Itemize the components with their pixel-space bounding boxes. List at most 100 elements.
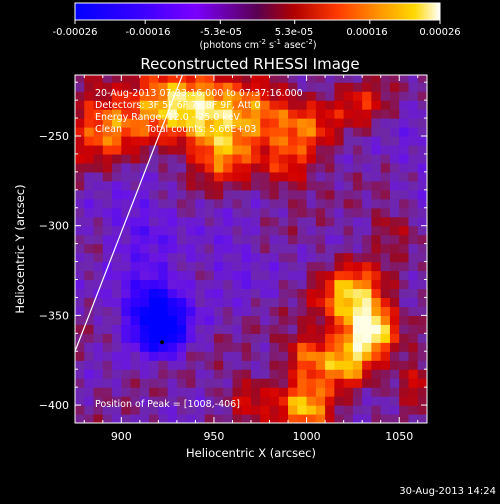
heatmap-cell	[297, 252, 308, 263]
heatmap-cell	[223, 135, 234, 146]
heatmap-cell	[269, 82, 280, 92]
heatmap-cell	[102, 288, 113, 299]
heatmap-cell	[130, 225, 141, 236]
heatmap-cell	[352, 369, 363, 379]
heatmap-cell	[167, 306, 178, 316]
heatmap-cell	[371, 171, 382, 182]
heatmap-cell	[399, 360, 410, 370]
heatmap-cell	[75, 261, 85, 272]
heatmap-cell	[223, 333, 234, 343]
heatmap-cell	[167, 261, 178, 272]
heatmap-cell	[362, 405, 373, 415]
heatmap-cell	[121, 144, 132, 155]
heatmap-cell	[334, 351, 345, 361]
heatmap-cell	[315, 306, 326, 316]
heatmap-cell	[130, 91, 141, 101]
y-axis: −250−300−350−400	[39, 81, 427, 424]
heatmap-cell	[251, 109, 261, 119]
heatmap-cell	[325, 324, 335, 334]
heatmap-cell	[241, 270, 252, 281]
heatmap-cell	[167, 297, 178, 307]
x-tick-label: 1000	[293, 430, 321, 443]
heatmap-cell	[408, 270, 419, 281]
heatmap-cell	[232, 198, 243, 209]
heatmap-cell	[139, 100, 150, 110]
heatmap-cell	[213, 351, 224, 361]
heatmap-cell	[269, 225, 280, 236]
heatmap-cell	[158, 207, 169, 218]
heatmap-cell	[251, 351, 261, 361]
heatmap-cell	[315, 261, 326, 272]
heatmap-cell	[84, 135, 95, 146]
heatmap-cell	[278, 225, 289, 236]
heatmap-cell	[186, 288, 197, 299]
heatmap-cell	[149, 82, 159, 92]
heatmap-cell	[204, 261, 215, 272]
heatmap-cell	[213, 414, 224, 423]
heatmap-cell	[260, 270, 271, 281]
heatmap-cell	[269, 342, 280, 352]
heatmap-cell	[269, 333, 280, 343]
heatmap-cell	[204, 270, 215, 281]
heatmap-cell	[186, 225, 197, 236]
heatmap-cell	[260, 171, 271, 182]
heatmap-cell	[399, 261, 410, 272]
heatmap-cell	[93, 279, 104, 290]
energy-range-text: Energy Range: 12.0 - 25.0 keV	[95, 112, 240, 123]
heatmap-cell	[408, 234, 419, 245]
heatmap-cell	[389, 333, 400, 343]
heatmap-cell	[362, 252, 373, 263]
heatmap-cell	[121, 360, 132, 370]
heatmap-cell	[121, 135, 132, 146]
heatmap-cell	[158, 171, 169, 182]
heatmap-cell	[195, 252, 206, 263]
heatmap-cell	[102, 306, 113, 316]
heatmap-cell	[139, 369, 150, 379]
heatmap-cell	[278, 127, 289, 137]
heatmap-cell	[352, 315, 363, 325]
heatmap-cell	[195, 225, 206, 236]
heatmap-cell	[102, 162, 113, 173]
heatmap-cell	[186, 378, 197, 388]
heatmap-cell	[417, 405, 427, 415]
colorbar-ticks	[74, 20, 441, 24]
heatmap-cell	[84, 279, 95, 290]
heatmap-cell	[158, 297, 169, 307]
heatmap-cell	[399, 82, 410, 92]
heatmap-cell	[315, 180, 326, 191]
heatmap-cell	[260, 396, 271, 406]
heatmap-cell	[223, 369, 234, 379]
heatmap-cell	[130, 306, 141, 316]
colorbar-tick-label: -0.00026	[53, 27, 98, 38]
heatmap-cell	[213, 153, 224, 164]
heatmap-cell	[112, 225, 122, 236]
heatmap-cell	[186, 360, 197, 370]
heatmap-cell	[213, 270, 224, 281]
heatmap-cell	[334, 306, 345, 316]
heatmap-cell	[176, 297, 187, 307]
heatmap-cell	[213, 378, 224, 388]
heatmap-cell	[343, 396, 354, 406]
heatmap-cell	[334, 171, 345, 182]
heatmap-cell	[362, 396, 373, 406]
heatmap-cell	[112, 127, 122, 137]
heatmap-cell	[325, 243, 335, 254]
heatmap-cell	[399, 171, 410, 182]
heatmap-cell	[158, 315, 169, 325]
heatmap-cell	[223, 315, 234, 325]
heatmap-cell	[297, 315, 308, 325]
heatmap-cell	[297, 216, 308, 227]
heatmap-cell	[399, 288, 410, 299]
heatmap-cell	[75, 216, 85, 227]
heatmap-cell	[260, 180, 271, 191]
heatmap-cell	[362, 387, 373, 397]
heatmap-cell	[371, 153, 382, 164]
heatmap-cell	[232, 225, 243, 236]
heatmap-cell	[297, 118, 308, 128]
heatmap-cell	[297, 153, 308, 164]
heatmap-cell	[223, 153, 234, 164]
heatmap-cell	[84, 369, 95, 379]
heatmap-cell	[195, 189, 206, 200]
heatmap-cell	[112, 333, 122, 343]
heatmap-cell	[380, 91, 391, 101]
